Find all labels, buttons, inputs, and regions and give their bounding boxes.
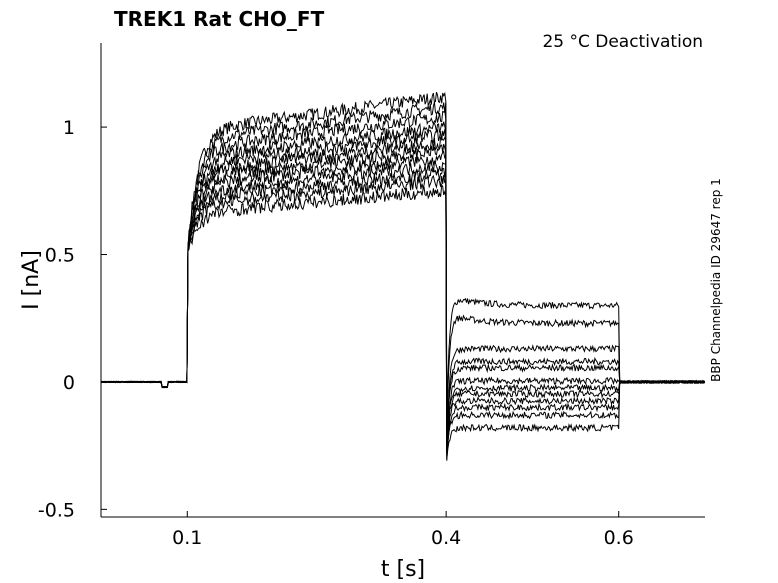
trace-9	[100, 161, 705, 453]
y-axis-label: I [nA]	[19, 250, 44, 310]
x-axis-label: t [s]	[381, 557, 425, 582]
traces	[100, 91, 706, 461]
trace-1	[100, 91, 706, 424]
x-tick-label: 0.4	[431, 527, 461, 549]
x-tick-label: 0.1	[172, 527, 202, 549]
trace-12	[100, 183, 705, 459]
y-tick-label: -0.5	[38, 499, 75, 521]
side-label: BBP Channelpedia ID 29647 rep 1	[709, 178, 723, 382]
trace-3	[100, 109, 705, 445]
x-tick-label: 0.6	[604, 527, 634, 549]
chart-title: TREK1 Rat CHO_FT	[114, 7, 325, 31]
trace-11	[100, 174, 705, 461]
trace-4	[100, 121, 705, 444]
trace-10	[100, 167, 705, 457]
trace-2	[100, 101, 705, 425]
y-tick-label: 1	[63, 117, 75, 139]
trace-7	[100, 143, 705, 450]
y-tick-label: 0.5	[45, 245, 75, 267]
y-tick-label: 0	[63, 372, 75, 394]
annotation: 25 °C Deactivation	[542, 32, 703, 52]
trace-5	[101, 129, 706, 450]
